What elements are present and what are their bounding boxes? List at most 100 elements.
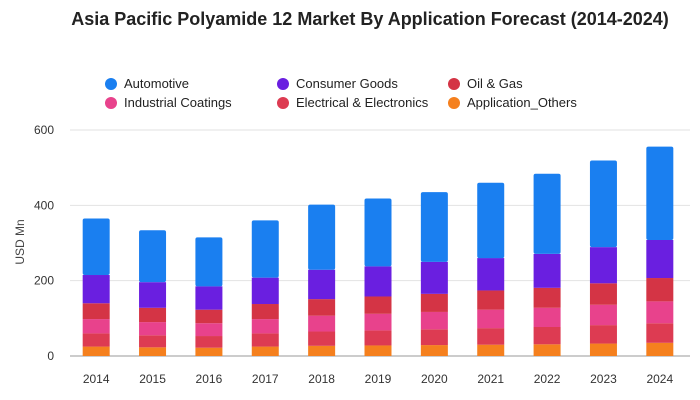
bar-segment[interactable] [82, 218, 110, 276]
bar-segment[interactable] [195, 286, 223, 310]
bar-segment[interactable] [646, 239, 674, 279]
y-tick-label: 600 [34, 123, 54, 137]
bar-segment[interactable] [420, 261, 448, 294]
legend-swatch [448, 77, 460, 90]
bar-segment[interactable] [82, 303, 110, 320]
bar-segment[interactable] [308, 299, 336, 316]
bar-segment[interactable] [589, 343, 617, 356]
legend-item-electrical-electronics[interactable]: Electrical & Electronics [277, 95, 428, 110]
bar-segment[interactable] [646, 146, 674, 240]
chart-legend: Automotive Consumer Goods Oil & Gas Indu… [0, 0, 700, 120]
bar-segment[interactable] [308, 269, 336, 300]
y-axis: 0 200 400 600 [34, 123, 54, 363]
bar-segment[interactable] [589, 325, 617, 344]
legend-swatch [448, 96, 460, 109]
legend-swatch [105, 96, 117, 109]
bar-segment[interactable] [195, 237, 223, 287]
bar-segment[interactable] [420, 311, 448, 330]
bar-segment[interactable] [477, 328, 505, 345]
bars [82, 146, 674, 356]
legend-item-consumer-goods[interactable]: Consumer Goods [277, 76, 398, 91]
x-tick-label: 2017 [252, 372, 279, 386]
bar-segment[interactable] [82, 346, 110, 356]
bar-segment[interactable] [533, 307, 561, 327]
x-tick-label: 2023 [590, 372, 617, 386]
legend-item-industrial-coatings[interactable]: Industrial Coatings [105, 95, 232, 110]
bar-segment[interactable] [589, 247, 617, 284]
bar-segment[interactable] [364, 313, 392, 331]
bar-segment[interactable] [477, 309, 505, 329]
legend-label: Consumer Goods [296, 76, 398, 91]
bar-segment[interactable] [420, 293, 448, 312]
bar-segment[interactable] [533, 253, 561, 288]
bar-segment[interactable] [477, 258, 505, 291]
bar-segment[interactable] [533, 344, 561, 356]
y-tick-label: 400 [34, 198, 54, 212]
legend-item-automotive[interactable]: Automotive [105, 76, 189, 91]
bar-segment[interactable] [251, 277, 279, 305]
x-tick-label: 2018 [308, 372, 335, 386]
bar-segment[interactable] [477, 290, 505, 310]
bar-segment[interactable] [251, 346, 279, 356]
bar-segment[interactable] [251, 319, 279, 334]
bar-segment[interactable] [533, 173, 561, 254]
bar-segment[interactable] [533, 287, 561, 308]
y-axis-label: USD Mn [13, 219, 27, 264]
bar-segment[interactable] [364, 345, 392, 356]
legend-item-oil-gas[interactable]: Oil & Gas [448, 76, 523, 91]
y-tick-label: 0 [47, 349, 54, 363]
bar-segment[interactable] [308, 331, 336, 346]
bar-segment[interactable] [364, 330, 392, 346]
bar-segment[interactable] [646, 278, 674, 302]
bar-segment[interactable] [195, 347, 223, 356]
bar-segment[interactable] [251, 220, 279, 278]
bar-segment[interactable] [308, 204, 336, 270]
bar-segment[interactable] [139, 230, 167, 283]
bar-segment[interactable] [420, 329, 448, 346]
bar-segment[interactable] [82, 319, 110, 334]
bar-segment[interactable] [477, 182, 505, 259]
bar-segment[interactable] [139, 307, 167, 323]
bar-segment[interactable] [589, 160, 617, 248]
bar-segment[interactable] [646, 342, 674, 356]
bar-segment[interactable] [139, 347, 167, 356]
bar-segment[interactable] [82, 333, 110, 347]
bar-segment[interactable] [308, 315, 336, 332]
bar-segment[interactable] [139, 322, 167, 336]
bar-segment[interactable] [308, 345, 336, 356]
bar-segment[interactable] [589, 283, 617, 305]
bar-segment[interactable] [364, 198, 392, 267]
bar-segment[interactable] [364, 296, 392, 314]
x-tick-label: 2016 [196, 372, 223, 386]
x-tick-label: 2024 [646, 372, 673, 386]
x-tick-label: 2019 [365, 372, 392, 386]
bar-segment[interactable] [420, 345, 448, 356]
chart-title: Asia Pacific Polyamide 12 Market By Appl… [71, 9, 669, 29]
bar-segment[interactable] [533, 326, 561, 345]
legend-swatch [105, 77, 117, 90]
bar-segment[interactable] [251, 333, 279, 347]
legend-item-application-others[interactable]: Application_Others [448, 95, 577, 110]
x-tick-label: 2015 [139, 372, 166, 386]
bar-segment[interactable] [646, 323, 674, 343]
bar-segment[interactable] [251, 304, 279, 320]
bar-segment[interactable] [589, 304, 617, 326]
legend-label: Industrial Coatings [124, 95, 232, 110]
x-tick-label: 2014 [83, 372, 110, 386]
bar-segment[interactable] [364, 266, 392, 297]
bar-segment[interactable] [82, 275, 110, 304]
bar-segment[interactable] [420, 192, 448, 262]
bar-segment[interactable] [195, 336, 223, 348]
bar-segment[interactable] [477, 344, 505, 356]
bar-segment[interactable] [646, 301, 674, 324]
bar-segment[interactable] [195, 323, 223, 337]
y-tick-label: 200 [34, 274, 54, 288]
x-tick-label: 2020 [421, 372, 448, 386]
bar-segment[interactable] [139, 335, 167, 348]
bar-segment[interactable] [195, 309, 223, 324]
bar-segment[interactable] [139, 282, 167, 308]
legend-label: Oil & Gas [467, 76, 523, 91]
x-tick-label: 2022 [534, 372, 561, 386]
x-axis: 2014 2015 2016 2017 2018 2019 2020 2021 2022 2023… [83, 372, 674, 386]
